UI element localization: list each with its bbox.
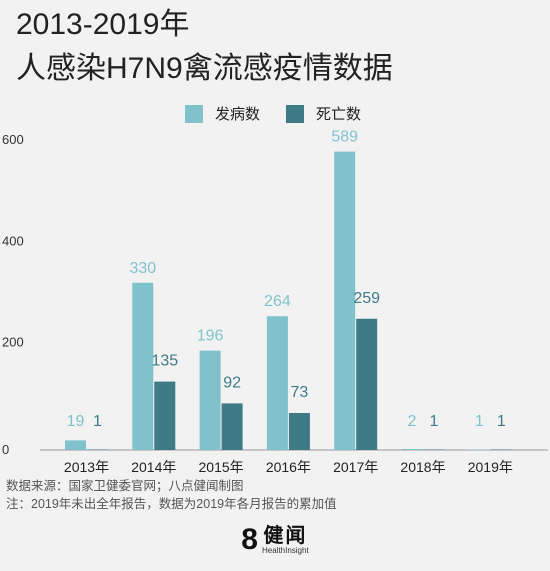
y-tick-label-400: 400: [2, 233, 24, 248]
data-note: 注：2019年未出全年报告，数据为2019年各月报告的累加值: [6, 497, 337, 511]
data-label-cases-2014年: 330: [129, 260, 156, 277]
x-tick-label-2017年: 2017年: [333, 459, 378, 475]
data-label-cases-2017年: 589: [331, 129, 358, 146]
bar-deaths-2017年: [356, 318, 378, 450]
bar-cases-2014年: [132, 282, 154, 450]
legend: 发病数 死亡数: [185, 103, 361, 124]
bar-chart: 0 200 400 600 19 1 2013年 330 135 2014年 196 92 2015年 2…: [2, 129, 548, 475]
bar-cases-2015年: [199, 350, 221, 450]
x-tick-label-2019年: 2019年: [468, 459, 513, 475]
bar-deaths-2013年: [87, 449, 108, 450]
legend-label-cases: 发病数: [215, 106, 261, 123]
logo-number: 8: [241, 523, 258, 556]
legend-item-cases: 发病数: [185, 103, 260, 124]
y-tick-label-200: 200: [2, 335, 24, 350]
legend-item-deaths: 死亡数: [286, 103, 361, 124]
bar-cases-2013年: [65, 440, 86, 450]
bar-cases-2018年: [401, 448, 423, 450]
x-tick-label-2015年: 2015年: [199, 459, 244, 475]
logo-text: 健闻 HealthInsight: [262, 525, 309, 555]
data-label-deaths-2017年: 259: [353, 290, 380, 307]
x-tick-label-2018年: 2018年: [400, 459, 445, 475]
y-tick-label-600: 600: [2, 132, 24, 147]
brand-logo: 8 健闻 HealthInsight: [0, 525, 550, 555]
bar-cases-2017年: [334, 151, 356, 450]
data-label-cases-2015年: 196: [197, 328, 224, 345]
data-label-deaths-2015年: 92: [223, 374, 241, 391]
x-tick-label-2016年: 2016年: [266, 459, 311, 475]
bar-cases-2016年: [266, 316, 288, 450]
bar-deaths-2015年: [221, 403, 243, 450]
logo-name-cn: 健闻: [263, 525, 308, 547]
bar-deaths-2019年: [490, 449, 512, 450]
data-label-cases-2019年: 1: [475, 413, 484, 430]
data-label-deaths-2014年: 135: [151, 353, 178, 370]
legend-swatch-deaths: [286, 104, 305, 123]
x-tick-label-2013年: 2013年: [64, 459, 109, 475]
chart-title-line1: 2013-2019年: [16, 8, 190, 41]
chart-title-line2: 人感染H7N9禽流感疫情数据: [16, 52, 393, 85]
data-label-deaths-2019年: 1: [497, 413, 506, 430]
legend-label-deaths: 死亡数: [316, 106, 362, 123]
data-label-deaths-2013年: 1: [93, 413, 102, 430]
bar-deaths-2018年: [423, 449, 445, 450]
data-label-cases-2016年: 264: [264, 293, 291, 310]
data-label-deaths-2016年: 73: [291, 384, 309, 401]
legend-swatch-cases: [185, 104, 203, 123]
bar-deaths-2014年: [154, 381, 176, 450]
bar-cases-2019年: [468, 449, 490, 450]
y-tick-label-0: 0: [2, 442, 9, 457]
data-source: 数据来源：国家卫健委官网；八点健闻制图: [6, 479, 244, 493]
data-label-deaths-2018年: 1: [430, 413, 439, 430]
bar-deaths-2016年: [288, 413, 310, 450]
data-label-cases-2013年: 19: [67, 413, 85, 430]
logo-name-en: HealthInsight: [261, 546, 309, 555]
data-label-cases-2018年: 2: [408, 413, 417, 430]
x-tick-label-2014年: 2014年: [131, 459, 176, 475]
